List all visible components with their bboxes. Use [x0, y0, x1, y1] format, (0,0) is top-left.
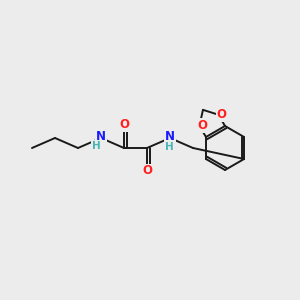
Text: H: H	[165, 142, 173, 152]
Text: N: N	[165, 130, 175, 143]
Text: O: O	[217, 108, 226, 121]
Text: O: O	[142, 164, 152, 178]
Text: H: H	[92, 141, 100, 151]
Text: O: O	[119, 118, 129, 131]
Text: O: O	[197, 119, 207, 132]
Text: N: N	[96, 130, 106, 143]
